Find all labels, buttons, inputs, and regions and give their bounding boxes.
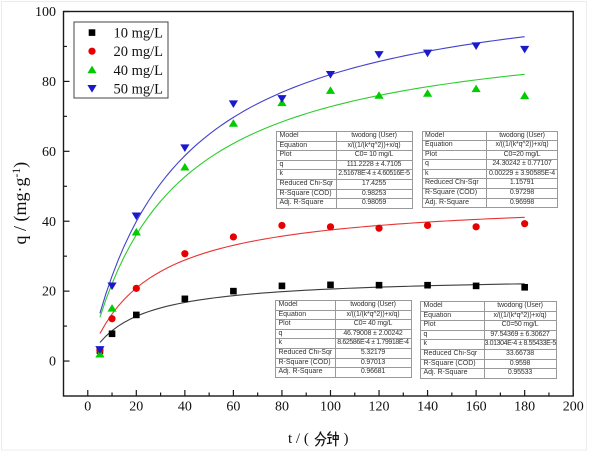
svg-text:20 mg/L: 20 mg/L bbox=[114, 44, 164, 60]
svg-text:200: 200 bbox=[563, 400, 584, 415]
svg-text:50 mg/L: 50 mg/L bbox=[114, 81, 164, 97]
svg-text:40: 40 bbox=[178, 400, 192, 415]
svg-text:60: 60 bbox=[226, 400, 240, 415]
svg-text:10 mg/L: 10 mg/L bbox=[114, 26, 164, 42]
svg-text:q / (mg·g-1): q / (mg·g-1) bbox=[10, 162, 31, 245]
svg-text:20: 20 bbox=[42, 285, 56, 300]
svg-text:60: 60 bbox=[42, 145, 56, 160]
svg-text:100: 100 bbox=[320, 400, 341, 415]
svg-text:): ) bbox=[344, 431, 349, 447]
svg-text:40: 40 bbox=[42, 215, 56, 230]
svg-text:100: 100 bbox=[35, 5, 56, 20]
svg-text:140: 140 bbox=[417, 400, 438, 415]
svg-text:180: 180 bbox=[514, 400, 535, 415]
svg-text:80: 80 bbox=[42, 75, 56, 90]
svg-text:0: 0 bbox=[84, 400, 91, 415]
svg-text:20: 20 bbox=[129, 400, 143, 415]
svg-text:t / (: t / ( bbox=[288, 431, 309, 447]
svg-text:120: 120 bbox=[369, 400, 390, 415]
svg-text:40 mg/L: 40 mg/L bbox=[114, 63, 164, 79]
svg-text:160: 160 bbox=[466, 400, 487, 415]
svg-text:80: 80 bbox=[275, 400, 289, 415]
svg-text:0: 0 bbox=[49, 355, 56, 370]
